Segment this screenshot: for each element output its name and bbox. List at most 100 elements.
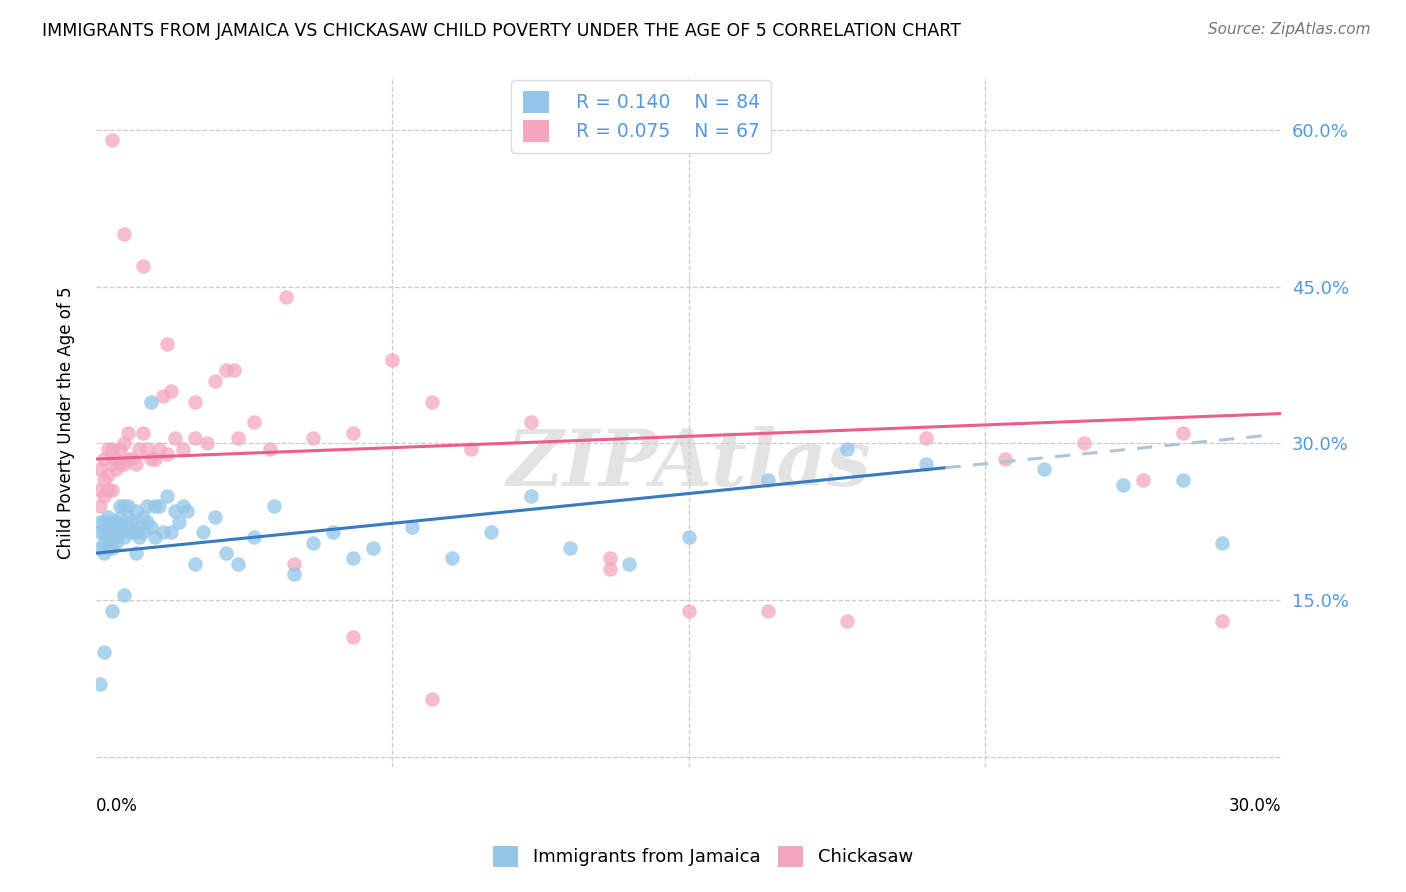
Point bbox=[89, 483, 111, 498]
Point bbox=[160, 525, 183, 540]
Point bbox=[283, 567, 305, 582]
Point bbox=[460, 442, 482, 456]
Point bbox=[132, 509, 155, 524]
Legend:   R = 0.140    N = 84,   R = 0.075    N = 67: R = 0.140 N = 84, R = 0.075 N = 67 bbox=[512, 80, 770, 153]
Point bbox=[104, 515, 127, 529]
Point bbox=[101, 525, 124, 540]
Point bbox=[152, 389, 174, 403]
Text: Source: ZipAtlas.com: Source: ZipAtlas.com bbox=[1208, 22, 1371, 37]
Point bbox=[274, 290, 297, 304]
Point bbox=[132, 259, 155, 273]
Point bbox=[342, 551, 364, 566]
Point bbox=[136, 499, 159, 513]
Point bbox=[93, 645, 115, 659]
Point bbox=[143, 499, 166, 513]
Point bbox=[184, 394, 207, 409]
Point bbox=[89, 525, 111, 540]
Point bbox=[283, 557, 305, 571]
Point bbox=[172, 499, 194, 513]
Point bbox=[263, 499, 285, 513]
Point bbox=[914, 431, 936, 445]
Point bbox=[141, 394, 163, 409]
Point bbox=[108, 457, 131, 471]
Point bbox=[108, 520, 131, 534]
Point bbox=[1112, 478, 1135, 492]
Point bbox=[112, 227, 135, 242]
Point bbox=[124, 457, 146, 471]
Point bbox=[302, 535, 325, 549]
Point bbox=[93, 525, 115, 540]
Point bbox=[259, 442, 281, 456]
Point bbox=[97, 442, 120, 456]
Point bbox=[97, 541, 120, 555]
Point bbox=[97, 525, 120, 540]
Point bbox=[89, 499, 111, 513]
Point bbox=[835, 614, 858, 628]
Point bbox=[108, 442, 131, 456]
Point bbox=[361, 541, 384, 555]
Point bbox=[342, 630, 364, 644]
Point bbox=[117, 452, 139, 467]
Point bbox=[101, 457, 124, 471]
Point bbox=[1033, 462, 1056, 476]
Point bbox=[101, 442, 124, 456]
Point bbox=[117, 520, 139, 534]
Point bbox=[97, 483, 120, 498]
Point bbox=[117, 425, 139, 440]
Point bbox=[101, 133, 124, 147]
Point bbox=[104, 530, 127, 544]
Point bbox=[156, 337, 179, 351]
Point bbox=[619, 557, 641, 571]
Point bbox=[124, 525, 146, 540]
Point bbox=[1171, 473, 1194, 487]
Point bbox=[163, 504, 186, 518]
Point bbox=[342, 425, 364, 440]
Point bbox=[89, 515, 111, 529]
Point bbox=[835, 442, 858, 456]
Point bbox=[97, 520, 120, 534]
Point bbox=[117, 499, 139, 513]
Point bbox=[226, 557, 249, 571]
Point bbox=[678, 604, 700, 618]
Point bbox=[215, 546, 238, 560]
Point bbox=[101, 530, 124, 544]
Point bbox=[101, 604, 124, 618]
Point bbox=[112, 436, 135, 450]
Point bbox=[519, 416, 541, 430]
Point bbox=[108, 509, 131, 524]
Point bbox=[101, 483, 124, 498]
Point bbox=[243, 416, 266, 430]
Point bbox=[104, 520, 127, 534]
Point bbox=[558, 541, 581, 555]
Point bbox=[519, 489, 541, 503]
Point bbox=[132, 525, 155, 540]
Point bbox=[914, 457, 936, 471]
Point bbox=[121, 515, 143, 529]
Point bbox=[156, 447, 179, 461]
Point bbox=[184, 431, 207, 445]
Y-axis label: Child Poverty Under the Age of 5: Child Poverty Under the Age of 5 bbox=[58, 286, 75, 558]
Point bbox=[1132, 473, 1154, 487]
Point bbox=[148, 499, 170, 513]
Point bbox=[440, 551, 463, 566]
Point bbox=[121, 525, 143, 540]
Point bbox=[160, 384, 183, 398]
Point bbox=[104, 462, 127, 476]
Point bbox=[302, 431, 325, 445]
Point bbox=[148, 442, 170, 456]
Point bbox=[1073, 436, 1095, 450]
Point bbox=[420, 692, 443, 706]
Point bbox=[93, 452, 115, 467]
Point bbox=[243, 530, 266, 544]
Point bbox=[136, 515, 159, 529]
Point bbox=[89, 462, 111, 476]
Point bbox=[163, 431, 186, 445]
Point bbox=[143, 452, 166, 467]
Point bbox=[156, 489, 179, 503]
Text: 0.0%: 0.0% bbox=[96, 797, 138, 814]
Point bbox=[97, 509, 120, 524]
Point bbox=[93, 473, 115, 487]
Point bbox=[112, 530, 135, 544]
Point bbox=[1211, 614, 1233, 628]
Text: 30.0%: 30.0% bbox=[1229, 797, 1281, 814]
